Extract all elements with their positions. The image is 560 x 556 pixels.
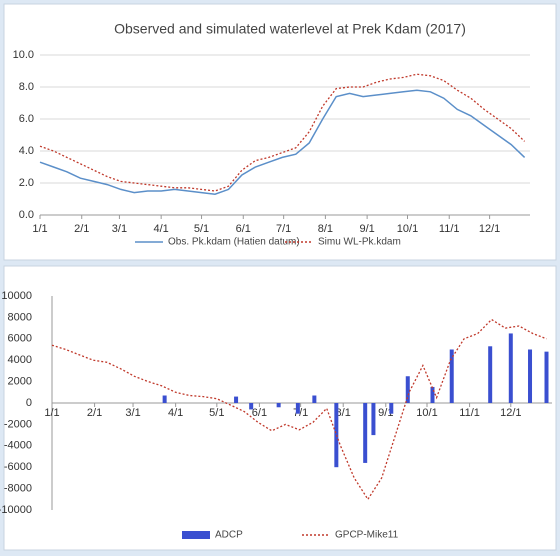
x-tick-label: 11/1 [439,223,460,235]
chart-title: Observed and simulated waterlevel at Pre… [114,21,466,37]
y-tick-label: 2.0 [19,177,34,189]
y-tick-label: -4000 [4,440,32,452]
x-tick-label: 1/1 [32,223,47,235]
x-tick-label: 7/1 [293,407,308,419]
x-tick-label: 8/1 [336,407,351,419]
y-tick-label: 6000 [8,333,32,345]
panel [3,265,557,551]
bar [488,346,493,403]
x-tick-label: 6/1 [236,223,251,235]
bar [162,395,167,403]
y-tick-label: -6000 [4,461,32,473]
bar [295,403,300,414]
x-tick-label: 5/1 [209,407,224,419]
y-tick-label: 6.0 [19,113,34,125]
legend-label: Obs. Pk.kdam (Hatien datum) [168,237,300,248]
bar [389,403,394,414]
bar [430,386,435,403]
panel [3,3,557,261]
x-tick-label: 4/1 [154,223,169,235]
y-tick-label: -2000 [4,418,32,430]
legend-label: ADCP [215,530,243,541]
x-tick-label: 3/1 [125,407,140,419]
legend-swatch [182,531,210,539]
bar [276,403,281,408]
y-tick-label: 0.0 [19,209,34,221]
bar [528,349,533,403]
bar [508,333,513,403]
x-tick-label: 7/1 [276,223,291,235]
bar [405,376,410,403]
x-tick-label: 10/1 [416,407,437,419]
y-tick-label: 10.0 [13,49,34,61]
y-tick-label: 2000 [8,376,32,388]
x-tick-label: 9/1 [359,223,374,235]
x-tick-label: 11/1 [459,407,480,419]
x-tick-label: 6/1 [252,407,267,419]
y-tick-label: -10000 [0,504,32,516]
legend-label: Simu WL-Pk.kdam [318,237,401,248]
x-tick-label: 12/1 [500,407,521,419]
y-tick-label: -8000 [4,483,32,495]
bar [234,396,239,403]
x-tick-label: 2/1 [87,407,102,419]
y-tick-label: 8000 [8,311,32,323]
y-tick-label: 10000 [1,290,32,302]
x-tick-label: 8/1 [318,223,333,235]
legend-label: GPCP-Mike11 [335,530,399,541]
line-series [39,89,526,195]
x-tick-label: 5/1 [194,223,209,235]
bar [312,395,317,403]
x-tick-label: 10/1 [397,223,418,235]
x-tick-label: 3/1 [112,223,127,235]
y-tick-label: 8.0 [19,81,34,93]
x-tick-label: 1/1 [44,407,59,419]
line-series [39,73,526,192]
y-tick-label: 0 [26,397,32,409]
y-tick-label: 4.0 [19,145,34,157]
bar [363,403,368,463]
y-tick-label: 4000 [8,354,32,366]
x-tick-label: 12/1 [479,223,500,235]
bar [249,403,254,410]
bar [371,403,376,436]
bar [449,349,454,403]
bar [544,351,549,403]
x-tick-label: 2/1 [74,223,89,235]
x-tick-label: 4/1 [168,407,183,419]
line-series [51,318,547,501]
